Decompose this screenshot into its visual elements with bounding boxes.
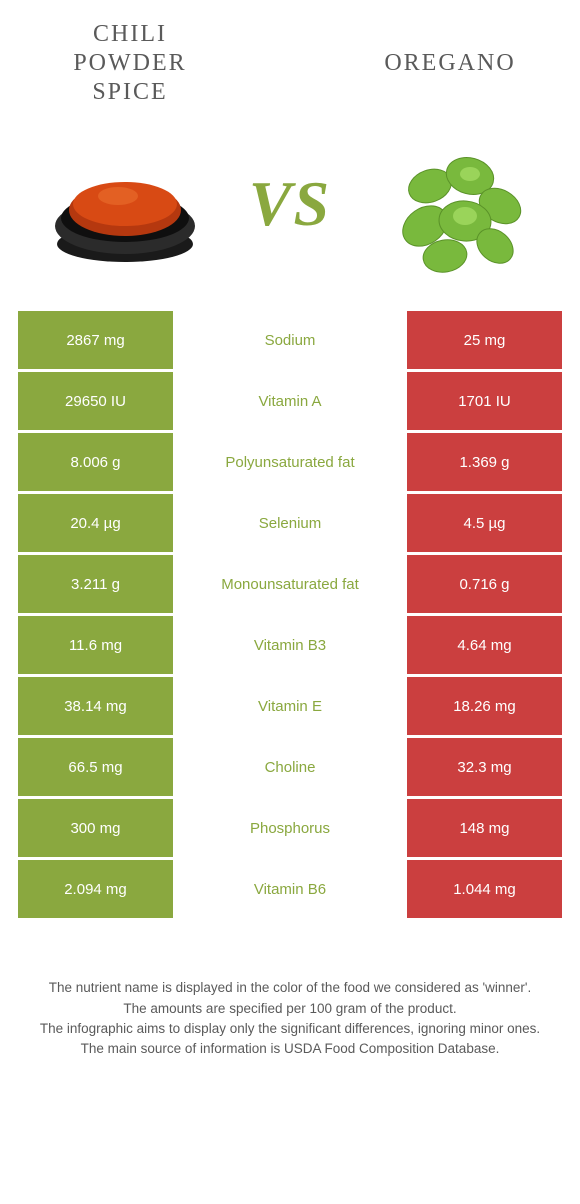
vs-label: VS [249, 167, 331, 241]
nutrient-label-cell: Vitamin E [173, 677, 407, 735]
left-value-cell: 8.006 g [18, 433, 173, 491]
footer-line: The amounts are specified per 100 gram o… [30, 999, 550, 1019]
nutrient-label-cell: Monounsaturated fat [173, 555, 407, 613]
left-value-cell: 29650 IU [18, 372, 173, 430]
left-value-cell: 20.4 µg [18, 494, 173, 552]
right-value-cell: 1.369 g [407, 433, 562, 491]
table-row: 66.5 mgCholine32.3 mg [18, 738, 562, 796]
footer-line: The nutrient name is displayed in the co… [30, 978, 550, 998]
table-row: 11.6 mgVitamin B34.64 mg [18, 616, 562, 674]
table-row: 29650 IUVitamin A1701 IU [18, 372, 562, 430]
footer-notes: The nutrient name is displayed in the co… [30, 978, 550, 1059]
right-value-cell: 18.26 mg [407, 677, 562, 735]
comparison-table: 2867 mgSodium25 mg29650 IUVitamin A1701 … [18, 311, 562, 918]
nutrient-label-cell: Vitamin A [173, 372, 407, 430]
left-value-cell: 2867 mg [18, 311, 173, 369]
nutrient-label-cell: Vitamin B6 [173, 860, 407, 918]
right-value-cell: 0.716 g [407, 555, 562, 613]
nutrient-label-cell: Selenium [173, 494, 407, 552]
left-value-cell: 66.5 mg [18, 738, 173, 796]
footer-line: The main source of information is USDA F… [30, 1039, 550, 1059]
left-food-title: Chili powder spice [40, 20, 220, 106]
footer-line: The infographic aims to display only the… [30, 1019, 550, 1039]
table-row: 8.006 gPolyunsaturated fat1.369 g [18, 433, 562, 491]
left-food-image [40, 126, 210, 281]
nutrient-label-cell: Choline [173, 738, 407, 796]
right-value-cell: 148 mg [407, 799, 562, 857]
left-value-cell: 11.6 mg [18, 616, 173, 674]
table-row: 20.4 µgSelenium4.5 µg [18, 494, 562, 552]
left-value-cell: 38.14 mg [18, 677, 173, 735]
right-value-cell: 4.5 µg [407, 494, 562, 552]
right-value-cell: 1.044 mg [407, 860, 562, 918]
header: Chili powder spice Oregano [0, 0, 580, 116]
table-row: 300 mgPhosphorus148 mg [18, 799, 562, 857]
right-value-cell: 25 mg [407, 311, 562, 369]
right-value-cell: 4.64 mg [407, 616, 562, 674]
left-value-cell: 3.211 g [18, 555, 173, 613]
table-row: 38.14 mgVitamin E18.26 mg [18, 677, 562, 735]
right-food-title: Oregano [360, 49, 540, 78]
table-row: 3.211 gMonounsaturated fat0.716 g [18, 555, 562, 613]
nutrient-label-cell: Polyunsaturated fat [173, 433, 407, 491]
table-row: 2867 mgSodium25 mg [18, 311, 562, 369]
table-row: 2.094 mgVitamin B61.044 mg [18, 860, 562, 918]
right-value-cell: 1701 IU [407, 372, 562, 430]
left-value-cell: 300 mg [18, 799, 173, 857]
right-food-image [370, 126, 540, 281]
nutrient-label-cell: Phosphorus [173, 799, 407, 857]
nutrient-label-cell: Vitamin B3 [173, 616, 407, 674]
images-row: VS [0, 116, 580, 311]
left-value-cell: 2.094 mg [18, 860, 173, 918]
nutrient-label-cell: Sodium [173, 311, 407, 369]
right-value-cell: 32.3 mg [407, 738, 562, 796]
